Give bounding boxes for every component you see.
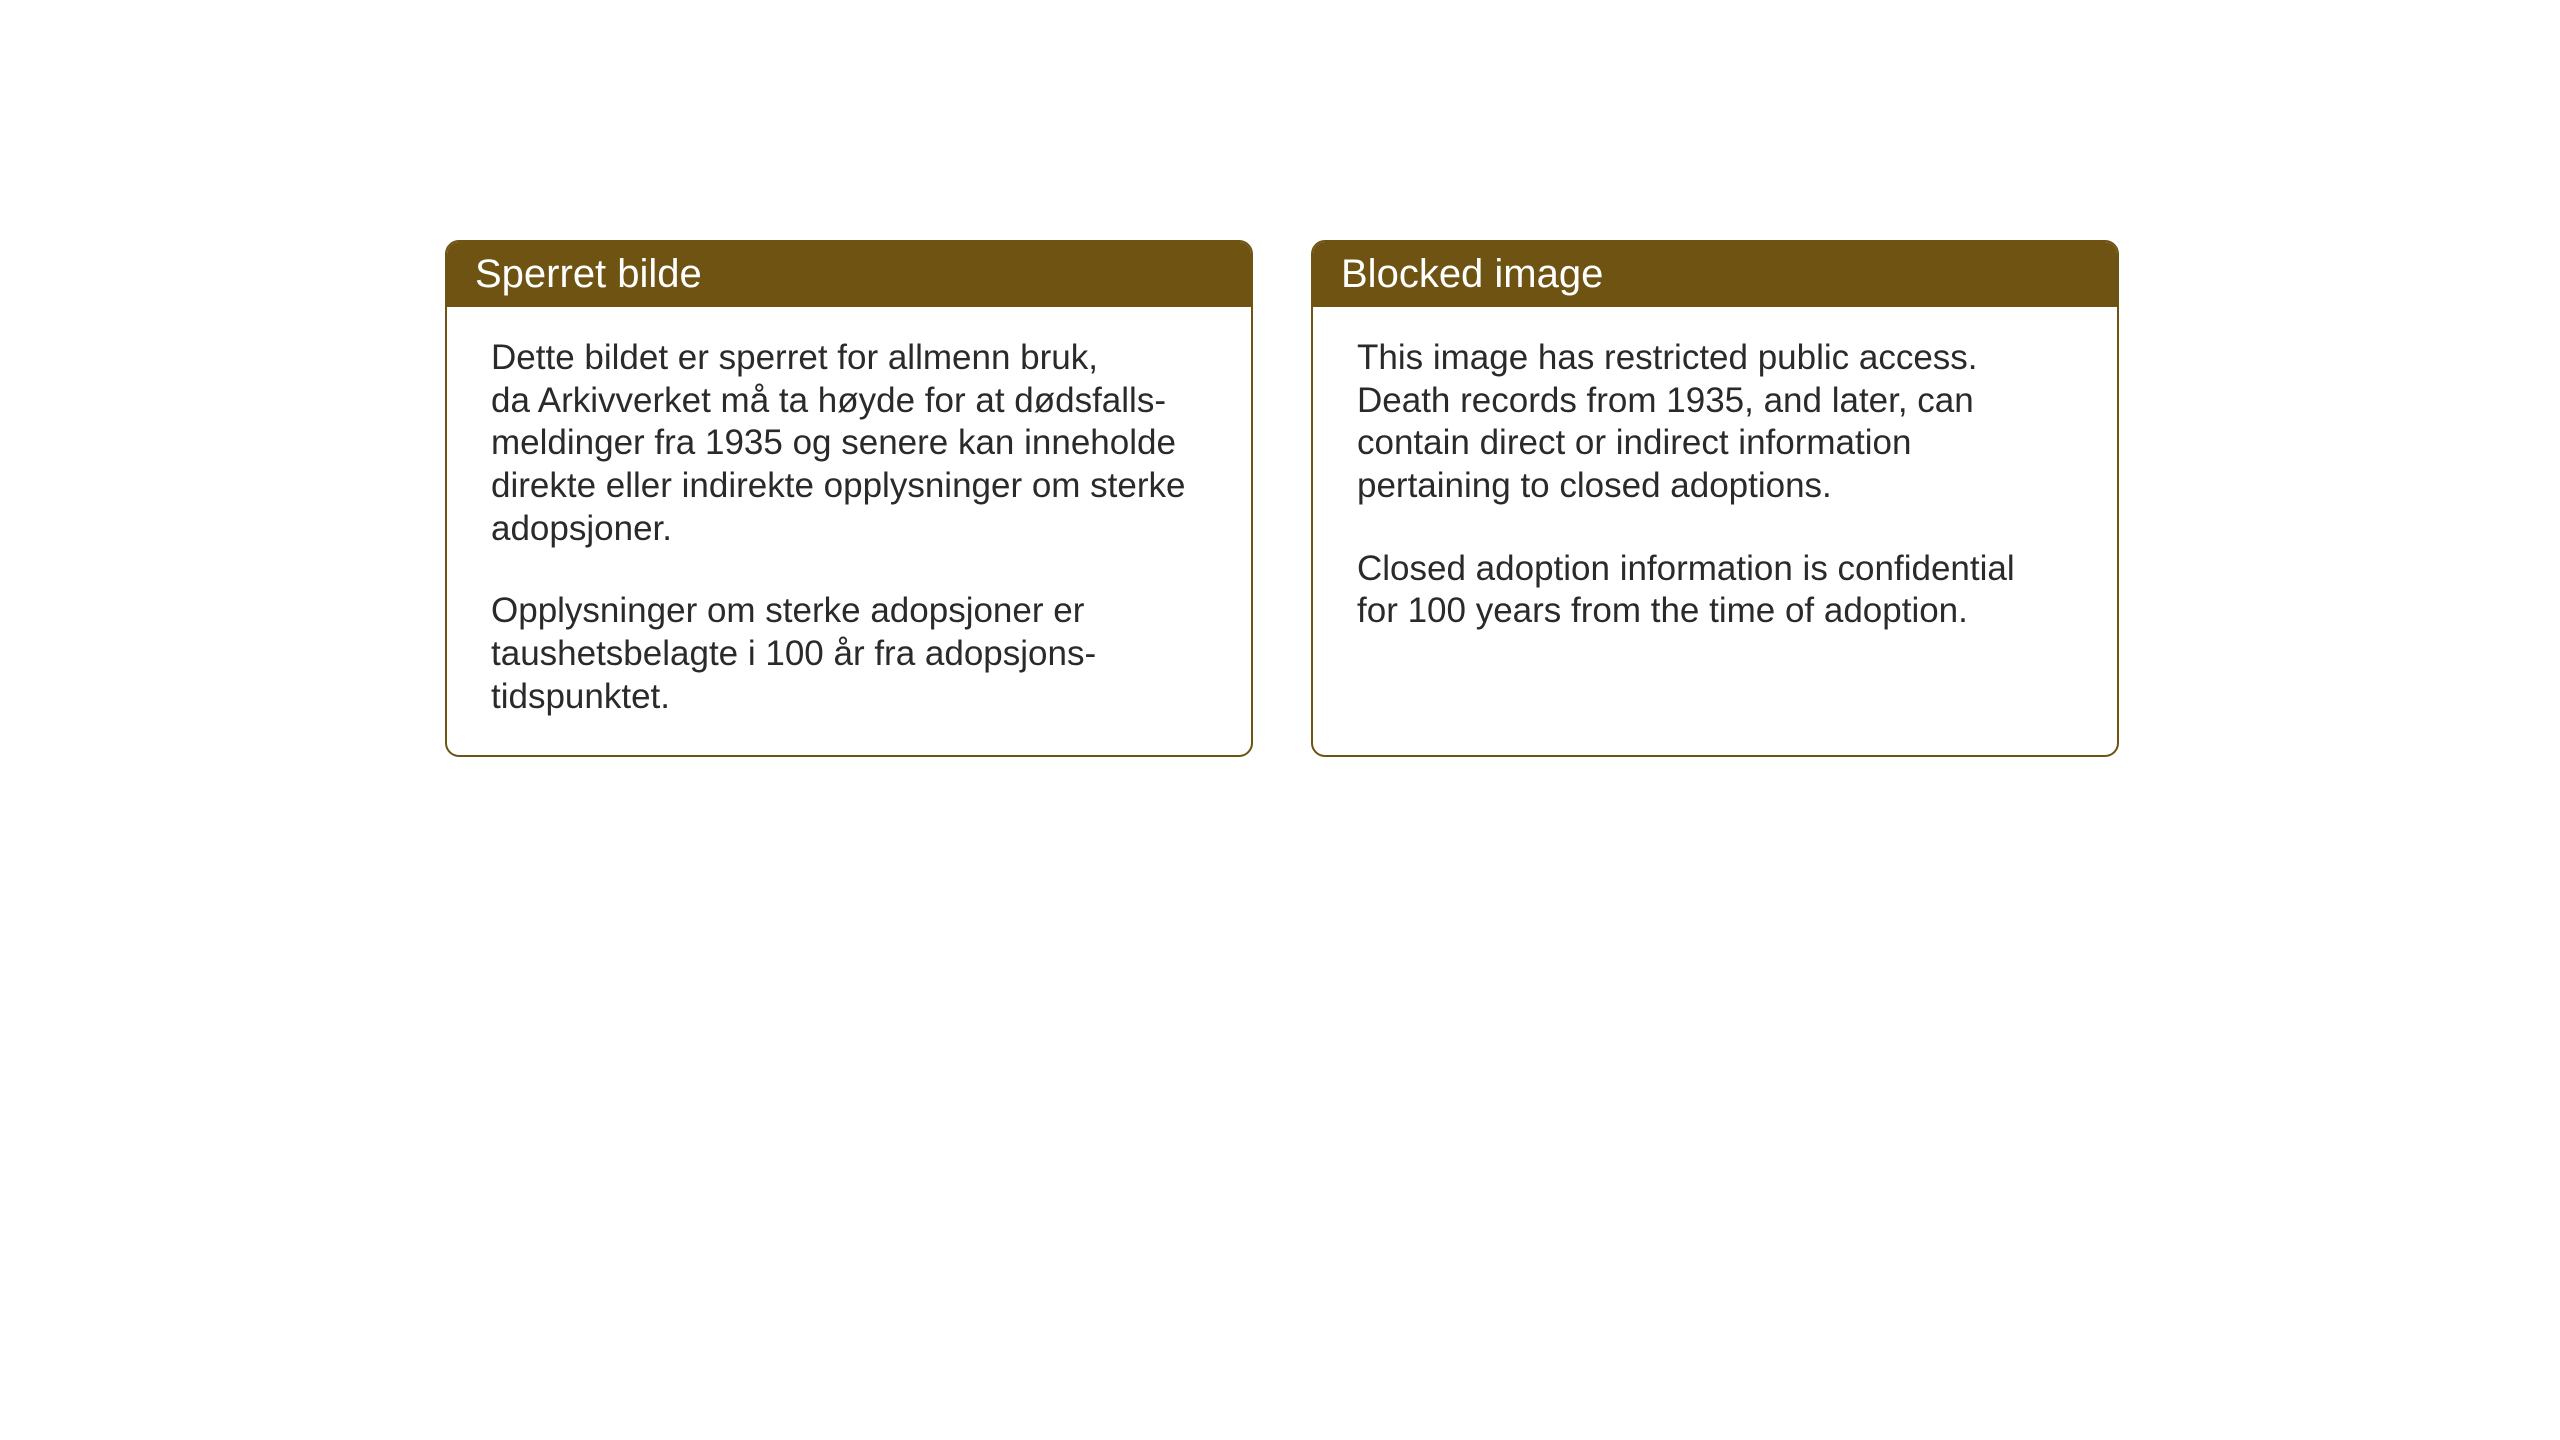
english-paragraph-1: This image has restricted public access.… <box>1357 337 2073 508</box>
english-card: Blocked image This image has restricted … <box>1311 240 2119 757</box>
norwegian-card-title: Sperret bilde <box>475 252 702 296</box>
english-paragraph-2: Closed adoption information is confident… <box>1357 548 2073 633</box>
norwegian-card-body: Dette bildet er sperret for allmenn bruk… <box>447 307 1251 755</box>
norwegian-paragraph-1: Dette bildet er sperret for allmenn bruk… <box>491 337 1207 550</box>
english-card-header: Blocked image <box>1313 242 2117 307</box>
english-card-body: This image has restricted public access.… <box>1313 307 2117 669</box>
norwegian-paragraph-2: Opplysninger om sterke adopsjoner ertaus… <box>491 590 1207 718</box>
english-card-title: Blocked image <box>1341 252 1603 296</box>
norwegian-card: Sperret bilde Dette bildet er sperret fo… <box>445 240 1253 757</box>
norwegian-card-header: Sperret bilde <box>447 242 1251 307</box>
cards-container: Sperret bilde Dette bildet er sperret fo… <box>445 240 2119 757</box>
